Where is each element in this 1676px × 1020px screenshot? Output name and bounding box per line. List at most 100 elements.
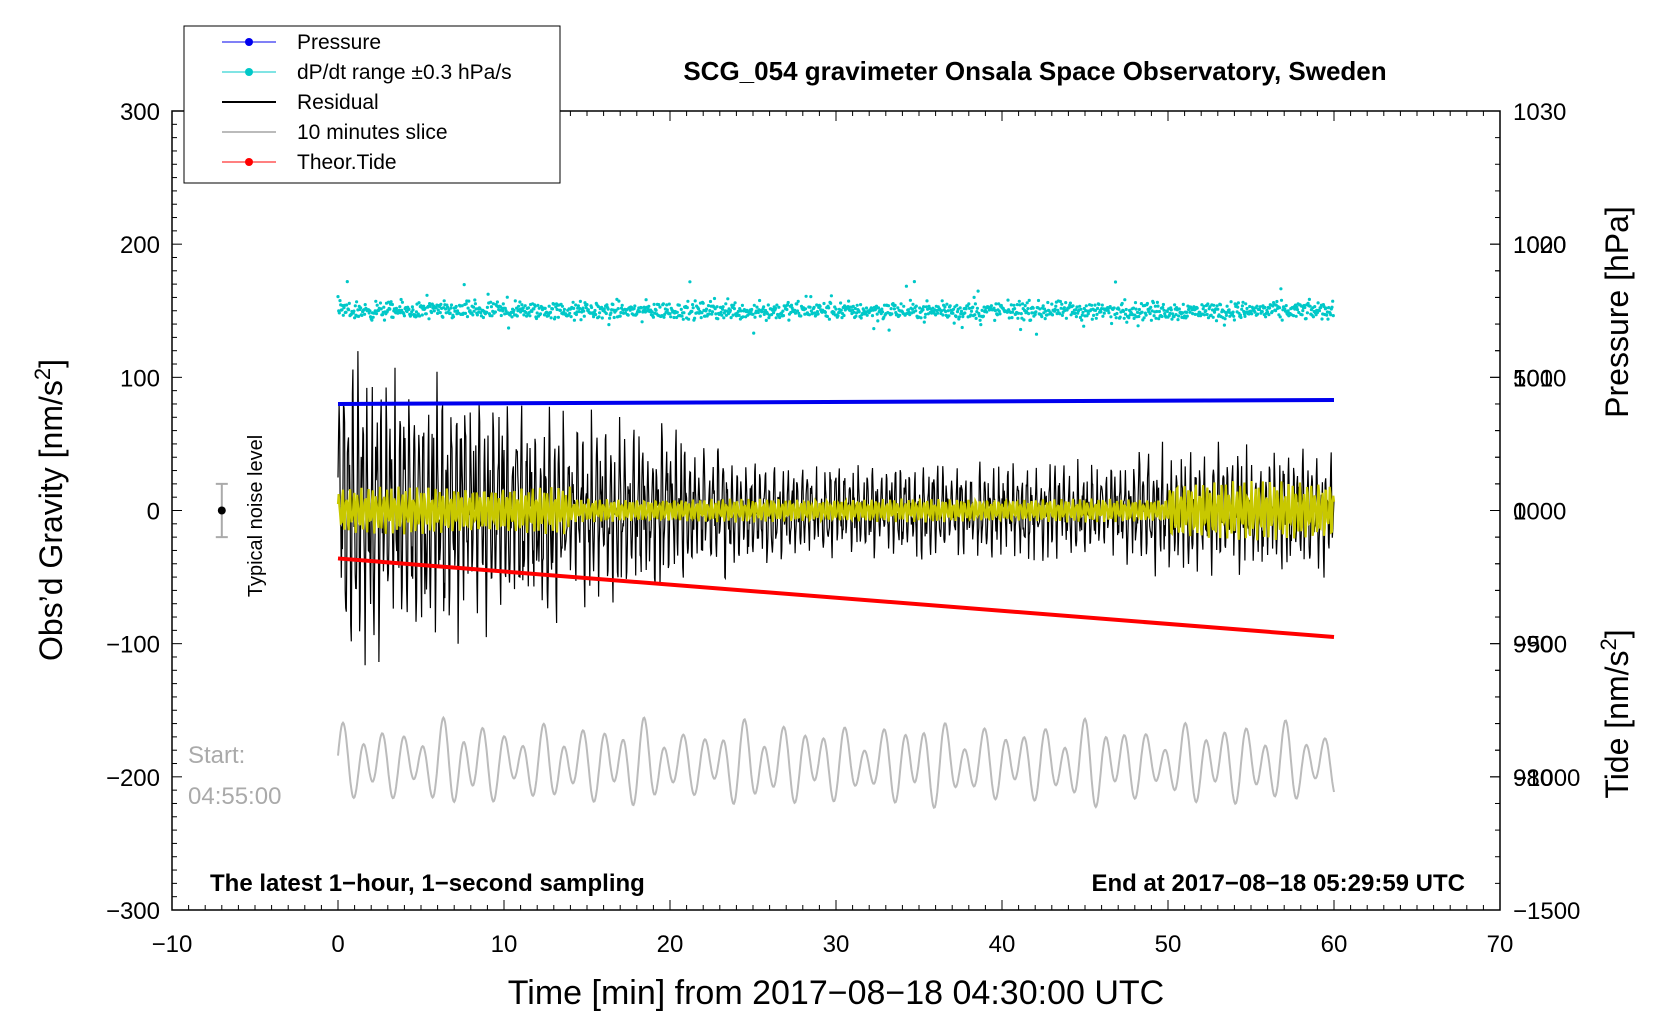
dpdt-point [973, 302, 978, 306]
dpdt-point [548, 310, 553, 314]
y-left-tick-label: −200 [106, 765, 160, 792]
dpdt-point [1027, 312, 1031, 316]
dpdt-point [391, 315, 395, 319]
dpdt-point [847, 299, 851, 303]
dpdt-point [1058, 312, 1062, 316]
dpdt-point [464, 302, 468, 306]
dpdt-point [1124, 307, 1128, 312]
dpdt-point [1046, 300, 1050, 305]
legend: Pressure dP/dt range ±0.3 hPa/s Residual 10… [222, 31, 512, 174]
y-tide-label-sup: 2 [1596, 638, 1621, 650]
dpdt-point [1122, 316, 1126, 320]
dpdt-point [880, 310, 885, 314]
dpdt-point [825, 314, 830, 319]
dpdt-point [786, 300, 790, 305]
dpdt-point [785, 307, 789, 312]
dpdt-point [726, 297, 730, 301]
y-pressure-tick-label: 990 [1513, 632, 1553, 659]
dpdt-point [704, 307, 709, 311]
dpdt-point [646, 307, 650, 311]
dpdt-point [1075, 305, 1079, 309]
dpdt-point [1163, 312, 1167, 316]
dpdt-point [1316, 301, 1320, 305]
dpdt-point [1127, 316, 1131, 320]
dpdt-point [1060, 302, 1064, 306]
dpdt-point [1079, 307, 1083, 311]
y-left-axis-label: Obs’d Gravity [nm/s2] [30, 359, 70, 661]
dpdt-point [976, 289, 980, 293]
dpdt-point [772, 311, 776, 315]
dpdt-point [481, 315, 485, 320]
dpdt-point [967, 306, 972, 310]
dpdt-point [832, 310, 836, 314]
dpdt-point [1016, 316, 1020, 320]
dpdt-point [1303, 305, 1307, 310]
dpdt-point [578, 299, 583, 303]
dpdt-point [1193, 312, 1197, 316]
dpdt-point [1185, 310, 1189, 314]
dpdt-point [925, 299, 929, 303]
dpdt-point [775, 303, 779, 307]
dpdt-point [424, 312, 428, 316]
y-left-tick-label: −300 [106, 898, 160, 925]
dpdt-point [1064, 316, 1068, 320]
dpdt-point [1133, 301, 1138, 305]
dpdt-point [1236, 305, 1240, 309]
dpdt-point [1291, 314, 1296, 318]
dpdt-point [501, 309, 505, 313]
dpdt-point [639, 306, 644, 310]
x-tick-label: 50 [1155, 931, 1182, 958]
dpdt-point [1210, 308, 1215, 312]
dpdt-point [902, 304, 906, 308]
dpdt-point [829, 294, 834, 298]
dpdt-point [1320, 317, 1324, 321]
dpdt-point [1019, 327, 1023, 332]
dpdt-point [647, 304, 651, 308]
dpdt-point [550, 307, 555, 311]
dpdt-point [418, 314, 422, 318]
dpdt-point [668, 312, 672, 316]
legend-label: Pressure [297, 31, 381, 54]
dpdt-point [922, 320, 926, 324]
dpdt-point [1248, 304, 1252, 309]
dpdt-point [669, 315, 673, 319]
dpdt-point [345, 303, 349, 307]
dpdt-point [899, 302, 903, 306]
dpdt-point [691, 306, 695, 310]
dpdt-point [473, 298, 477, 302]
dpdt-point [439, 302, 443, 306]
dpdt-point [654, 308, 658, 312]
dpdt-point [1317, 309, 1321, 313]
dpdt-point [755, 305, 759, 309]
dpdt-point [739, 309, 743, 313]
dpdt-point [1161, 305, 1165, 310]
dpdt-point [606, 307, 610, 311]
dpdt-point [964, 307, 968, 311]
dpdt-point [374, 299, 378, 303]
x-axis-label: Time [min] from 2017−08−18 04:30:00 UTC [508, 974, 1164, 1012]
dpdt-point [1242, 309, 1246, 314]
dpdt-point [446, 305, 450, 309]
dpdt-point [728, 308, 733, 313]
dpdt-point [466, 306, 470, 310]
dpdt-point [512, 308, 516, 312]
dpdt-point [955, 303, 959, 307]
dpdt-point [375, 303, 379, 307]
dpdt-point [793, 311, 798, 315]
x-tick-label: 0 [331, 931, 344, 958]
dpdt-point [914, 304, 918, 308]
dpdt-point [665, 308, 669, 312]
dpdt-point [521, 306, 525, 310]
dpdt-point [620, 303, 624, 307]
dpdt-point [682, 311, 686, 315]
dpdt-point [1161, 302, 1165, 307]
dpdt-point [414, 310, 418, 314]
dpdt-point [906, 308, 911, 312]
dpdt-point [527, 306, 531, 310]
dpdt-point [619, 311, 623, 315]
dpdt-point [876, 306, 881, 310]
dpdt-point [436, 311, 440, 315]
dpdt-point [1157, 309, 1161, 314]
dpdt-point [425, 293, 429, 297]
dpdt-point [1243, 314, 1247, 318]
